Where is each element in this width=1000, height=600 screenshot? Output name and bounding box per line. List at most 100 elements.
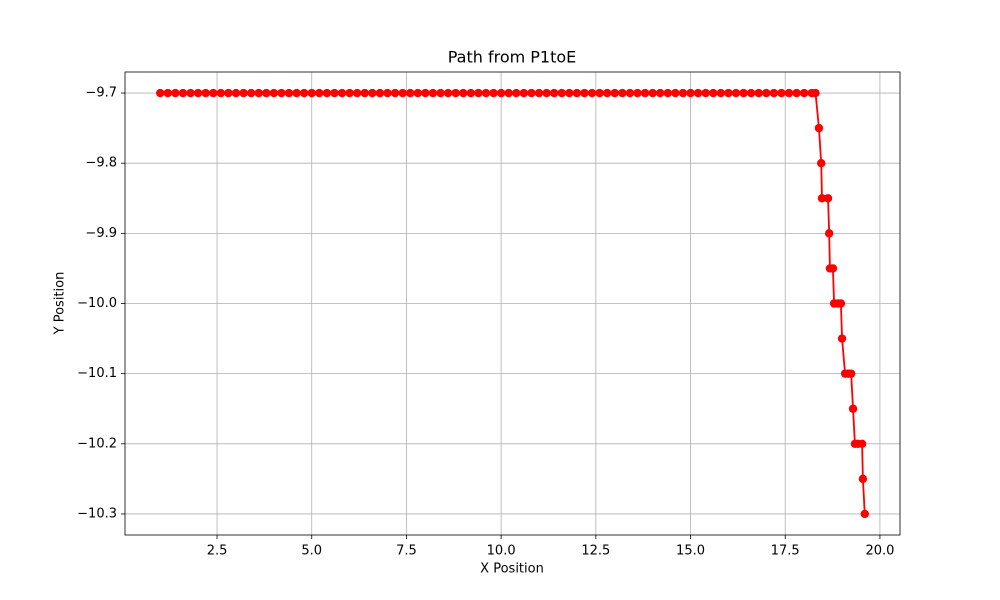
data-point bbox=[186, 88, 195, 98]
data-point bbox=[580, 88, 589, 98]
data-point bbox=[231, 88, 241, 98]
data-point bbox=[814, 123, 824, 133]
data-point bbox=[739, 88, 748, 98]
data-point bbox=[277, 88, 286, 98]
data-point bbox=[762, 88, 771, 98]
data-point bbox=[595, 88, 604, 98]
x-axis-label: X Position bbox=[480, 562, 544, 577]
data-point bbox=[640, 88, 650, 98]
data-point bbox=[330, 88, 339, 98]
data-point bbox=[754, 88, 763, 98]
data-point bbox=[262, 88, 271, 98]
data-point bbox=[428, 88, 438, 98]
data-point bbox=[857, 439, 867, 449]
data-point bbox=[709, 88, 718, 98]
y-tick-label: −9.8 bbox=[85, 156, 117, 171]
data-point bbox=[811, 88, 820, 98]
data-point bbox=[527, 88, 536, 98]
data-point bbox=[466, 88, 476, 98]
data-point bbox=[633, 88, 642, 98]
data-point bbox=[848, 404, 858, 413]
data-point bbox=[421, 88, 430, 98]
data-point bbox=[618, 88, 627, 98]
data-point bbox=[731, 88, 741, 98]
data-point bbox=[345, 88, 354, 98]
data-point bbox=[224, 88, 233, 98]
data-point bbox=[542, 88, 551, 98]
data-point bbox=[489, 88, 498, 98]
x-tick-label: 17.5 bbox=[771, 544, 800, 559]
data-point bbox=[625, 88, 635, 98]
x-tick-label: 5.0 bbox=[301, 544, 322, 559]
x-tick-label: 20.0 bbox=[865, 544, 894, 559]
data-point bbox=[307, 88, 316, 98]
data-point bbox=[398, 88, 407, 98]
data-point bbox=[406, 88, 415, 98]
data-point bbox=[284, 88, 294, 98]
data-point bbox=[784, 88, 794, 98]
data-point bbox=[777, 88, 786, 98]
x-tick-label: 10.0 bbox=[487, 544, 516, 559]
data-point bbox=[413, 88, 423, 98]
y-tick-label: −10.0 bbox=[77, 296, 117, 311]
x-tick-label: 2.5 bbox=[207, 544, 228, 559]
data-point bbox=[436, 88, 445, 98]
data-point bbox=[315, 88, 324, 98]
data-point bbox=[375, 88, 385, 98]
x-tick-label: 7.5 bbox=[396, 544, 417, 559]
data-point bbox=[823, 194, 833, 203]
data-point bbox=[534, 88, 544, 98]
data-point bbox=[209, 88, 218, 98]
data-point bbox=[383, 88, 392, 98]
data-point bbox=[557, 88, 566, 98]
data-point bbox=[171, 88, 180, 98]
chart-title: Path from P1toE bbox=[448, 48, 577, 67]
data-point bbox=[602, 88, 612, 98]
data-point bbox=[496, 88, 506, 98]
data-point bbox=[459, 88, 468, 98]
y-tick-label: −9.7 bbox=[85, 86, 117, 101]
data-point bbox=[860, 509, 869, 519]
data-point bbox=[163, 88, 173, 98]
data-point bbox=[504, 88, 513, 98]
data-point bbox=[671, 88, 680, 98]
x-tick-label: 15.0 bbox=[676, 544, 705, 559]
data-point bbox=[156, 88, 165, 98]
data-point bbox=[769, 88, 779, 98]
data-point bbox=[656, 88, 665, 98]
data-point bbox=[512, 88, 521, 98]
data-point bbox=[193, 88, 203, 98]
data-point bbox=[360, 88, 369, 98]
data-point bbox=[799, 88, 809, 98]
data-point bbox=[836, 299, 846, 308]
y-tick-label: −9.9 bbox=[85, 226, 117, 241]
data-point bbox=[746, 88, 756, 98]
data-point bbox=[828, 264, 838, 273]
data-point bbox=[858, 474, 868, 484]
data-point bbox=[837, 334, 847, 343]
data-point bbox=[716, 88, 726, 98]
data-point bbox=[322, 88, 332, 98]
data-point bbox=[269, 88, 279, 98]
data-point bbox=[610, 88, 619, 98]
plot-frame bbox=[124, 71, 901, 536]
data-point bbox=[846, 369, 856, 378]
data-point bbox=[443, 88, 453, 98]
data-point bbox=[686, 88, 695, 98]
data-point bbox=[648, 88, 657, 98]
data-point bbox=[481, 88, 491, 98]
data-point bbox=[572, 88, 582, 98]
x-tick-label: 12.5 bbox=[581, 544, 610, 559]
data-point bbox=[549, 88, 559, 98]
data-point bbox=[299, 88, 309, 98]
data-point bbox=[663, 88, 673, 98]
y-tick-label: −10.1 bbox=[77, 366, 117, 381]
data-point bbox=[817, 158, 826, 168]
data-point bbox=[254, 88, 263, 98]
data-point bbox=[693, 88, 703, 98]
data-point bbox=[216, 88, 226, 98]
data-point bbox=[337, 88, 347, 98]
data-point bbox=[678, 88, 688, 98]
data-point bbox=[519, 88, 529, 98]
